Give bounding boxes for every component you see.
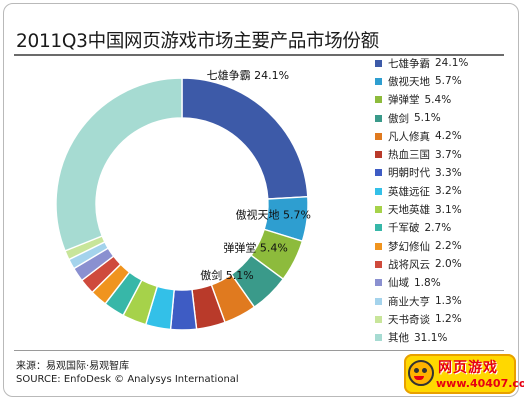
legend-item-12: 战将风云 2.0% <box>375 255 515 273</box>
legend-label: 商业大亨 <box>388 295 430 308</box>
slice-label-1: 七雄争霸 24.1% <box>207 68 289 82</box>
legend-item-1: 七雄争霸 24.1% <box>375 54 515 72</box>
legend-swatch <box>375 114 382 122</box>
legend-item-10: 千军破 2.7% <box>375 219 515 237</box>
legend-value: 3.2% <box>435 185 462 198</box>
legend-swatch <box>375 242 382 250</box>
legend-item-13: 仙域 1.8% <box>375 274 515 292</box>
legend-label: 傲剑 <box>388 112 409 125</box>
logo-main-text: 网页游戏 <box>438 360 498 376</box>
legend-item-2: 傲视天地 5.7% <box>375 72 515 90</box>
legend-swatch <box>375 169 382 177</box>
legend-item-11: 梦幻修仙 2.2% <box>375 237 515 255</box>
legend-value: 5.7% <box>435 75 462 88</box>
donut-slice-16 <box>55 77 183 252</box>
legend-label: 凡人修真 <box>388 130 430 143</box>
logo-url-text: www.40407.com <box>436 377 524 390</box>
legend-label: 梦幻修仙 <box>388 240 430 253</box>
legend-value: 2.0% <box>435 258 462 271</box>
legend-value: 31.1% <box>414 331 448 344</box>
legend-value: 3.1% <box>435 203 462 216</box>
source-cn: 来源：易观国际·易观智库 <box>16 361 130 372</box>
slice-label-3: 弹弹堂 5.4% <box>223 240 287 254</box>
legend-item-9: 天地英雄 3.1% <box>375 200 515 218</box>
legend-label: 天地英雄 <box>388 204 430 217</box>
legend-item-3: 弹弹堂 5.4% <box>375 91 515 109</box>
legend-label: 英雄远征 <box>388 185 430 198</box>
donut-slice-7 <box>169 288 198 331</box>
legend-label: 其他 <box>388 332 409 345</box>
legend-label: 弹弹堂 <box>388 94 420 107</box>
legend-value: 3.7% <box>435 148 462 161</box>
legend-item-7: 明朝时代 3.3% <box>375 164 515 182</box>
legend-swatch <box>375 187 382 195</box>
legend-value: 24.1% <box>435 57 469 70</box>
legend-item-5: 凡人修真 4.2% <box>375 127 515 145</box>
legend-value: 5.4% <box>424 93 452 106</box>
legend-swatch <box>375 297 382 305</box>
title-divider <box>14 54 504 56</box>
legend-swatch <box>375 59 382 67</box>
slice-label-2: 傲视天地 5.7% <box>236 208 311 222</box>
legend-swatch <box>375 315 382 323</box>
legend-value: 5.1% <box>414 112 441 125</box>
slice-label-4: 傲剑 5.1% <box>200 268 253 282</box>
legend-item-8: 英雄远征 3.2% <box>375 182 515 200</box>
legend-swatch <box>375 260 382 268</box>
legend-item-6: 热血三国 3.7% <box>375 145 515 163</box>
legend-item-16: 其他 31.1% <box>375 328 515 346</box>
legend-label: 七雄争霸 <box>388 57 430 70</box>
footer-divider <box>14 350 504 351</box>
legend-value: 2.2% <box>435 240 462 253</box>
source-en: SOURCE: EnfoDesk © Analysys Internationa… <box>16 374 239 385</box>
legend-item-14: 商业大亨 1.3% <box>375 292 515 310</box>
legend-swatch <box>375 151 382 159</box>
legend-swatch <box>375 96 382 104</box>
legend-value: 2.7% <box>424 221 452 234</box>
legend-label: 千军破 <box>388 222 420 235</box>
legend-value: 1.8% <box>414 276 441 289</box>
legend-swatch <box>375 224 382 232</box>
site-logo: 网页游戏 www.40407.com <box>396 350 524 398</box>
legend-label: 战将风云 <box>388 258 430 271</box>
legend-value: 3.3% <box>435 166 462 179</box>
donut-slice-1 <box>181 77 309 200</box>
mascot-mouth-icon <box>414 376 424 380</box>
legend-label: 天书奇谈 <box>388 313 430 326</box>
legend-item-4: 傲剑 5.1% <box>375 109 515 127</box>
chart-title: 2011Q3中国网页游戏市场主要产品市场份额 <box>16 31 379 52</box>
legend-label: 热血三国 <box>388 149 430 162</box>
chart-legend: 七雄争霸 24.1% 傲视天地 5.7% 弹弹堂 5.4% 傲剑 5.1% 凡人修真 4.2% 热血… <box>375 54 515 347</box>
mascot-face-icon <box>408 360 434 386</box>
legend-label: 傲视天地 <box>388 75 430 88</box>
legend-swatch <box>375 77 382 85</box>
legend-swatch <box>375 279 382 287</box>
legend-label: 明朝时代 <box>388 167 430 180</box>
legend-label: 仙域 <box>388 277 409 290</box>
legend-swatch <box>375 206 382 214</box>
legend-item-15: 天书奇谈 1.2% <box>375 310 515 328</box>
legend-value: 4.2% <box>435 130 462 143</box>
legend-swatch <box>375 334 382 342</box>
legend-swatch <box>375 132 382 140</box>
legend-value: 1.3% <box>435 295 462 307</box>
legend-value: 1.2% <box>435 313 462 326</box>
